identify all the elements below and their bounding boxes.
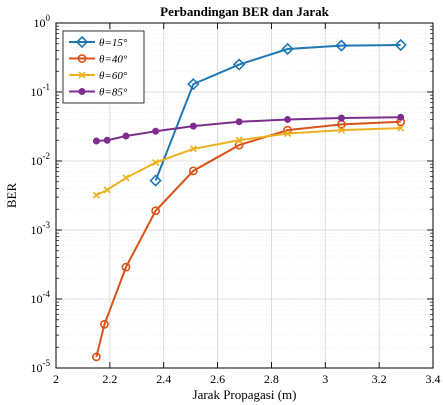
plot-area-frame	[55, 22, 434, 369]
data-point	[397, 124, 405, 132]
legend-marker	[75, 35, 89, 49]
legend-label: θ=15°	[99, 37, 128, 49]
data-point	[235, 136, 243, 144]
legend-label: θ=85°	[99, 87, 128, 99]
data-point	[189, 145, 197, 153]
legend-label: θ=60°	[99, 70, 128, 82]
data-point	[337, 114, 345, 122]
data-point	[187, 78, 200, 91]
data-point	[284, 129, 292, 138]
data-point	[281, 42, 294, 56]
x-tick-labels: 2 2.2 2.4 2.6 2.8 3 3.2 3.4	[53, 372, 441, 386]
data-point	[235, 118, 243, 126]
y-tick-label: 10-2	[31, 151, 51, 168]
data-point	[92, 137, 100, 145]
series-1	[149, 38, 407, 187]
legend-label: θ=40°	[99, 54, 128, 66]
series-line	[154, 43, 401, 181]
axis-ticks	[55, 22, 434, 369]
data-point	[100, 319, 109, 329]
data-point	[152, 127, 160, 135]
series-3	[92, 124, 405, 199]
data-point	[103, 136, 111, 144]
legend-marker	[78, 88, 86, 95]
data-point	[284, 115, 292, 123]
data-point	[149, 174, 162, 187]
legend-marker	[77, 54, 87, 63]
x-axis-title: Jarak Propagasi (m)	[193, 387, 297, 402]
data-point	[394, 38, 407, 52]
data-point	[188, 166, 198, 176]
x-tick-label: 3.2	[372, 372, 387, 386]
x-tick-label: 2.8	[264, 372, 279, 386]
y-tick-labels: 10-5 10-4 10-3 10-2 10-1 100	[31, 13, 51, 375]
data-point	[337, 126, 346, 134]
data-point	[397, 113, 405, 121]
y-tick-label: 10-3	[31, 220, 51, 237]
legend: θ=15° θ=40° θ=60° θ=85°	[62, 30, 145, 104]
series-4	[92, 113, 405, 145]
data-point	[122, 174, 130, 182]
data-point	[335, 39, 348, 52]
series-layer	[91, 38, 407, 362]
y-tick-label: 10-1	[31, 82, 51, 99]
data-point	[189, 122, 197, 130]
x-tick-label: 2	[53, 372, 59, 386]
data-point	[122, 132, 130, 140]
data-point	[121, 262, 131, 272]
data-point	[234, 140, 244, 150]
x-tick-label: 3	[322, 372, 328, 386]
data-point	[232, 58, 246, 71]
y-tick-label: 10-5	[31, 358, 51, 375]
y-tick-label: 10-4	[31, 289, 51, 306]
y-tick-label: 100	[34, 13, 51, 30]
x-tick-label: 3.4	[426, 372, 441, 386]
chart-title: Perbandingan BER dan Jarak	[160, 4, 329, 19]
data-point	[151, 206, 161, 216]
data-point	[152, 158, 160, 167]
data-point	[103, 186, 111, 194]
x-tick-label: 2.6	[210, 372, 225, 386]
x-tick-label: 2.4	[156, 372, 171, 386]
x-tick-label: 2.2	[102, 372, 117, 386]
data-point	[91, 352, 101, 362]
series-line	[95, 120, 401, 358]
y-axis-title: BER	[4, 183, 19, 209]
legend-marker	[78, 71, 86, 79]
data-point	[92, 191, 100, 199]
